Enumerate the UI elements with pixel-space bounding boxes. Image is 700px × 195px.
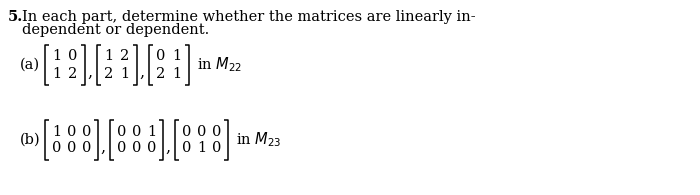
Text: 1: 1 bbox=[172, 66, 181, 81]
Text: 0: 0 bbox=[66, 124, 76, 138]
Text: in $\mathit{M}_{23}$: in $\mathit{M}_{23}$ bbox=[236, 131, 281, 149]
Text: 0: 0 bbox=[156, 50, 166, 64]
Text: 2: 2 bbox=[120, 50, 130, 64]
Text: 0: 0 bbox=[212, 124, 221, 138]
Text: 1: 1 bbox=[104, 50, 113, 64]
Text: 2: 2 bbox=[156, 66, 166, 81]
Text: ,: , bbox=[139, 64, 144, 81]
Text: 1: 1 bbox=[52, 66, 62, 81]
Text: 0: 0 bbox=[66, 142, 76, 155]
Text: 1: 1 bbox=[172, 50, 181, 64]
Text: 2: 2 bbox=[69, 66, 78, 81]
Text: ,: , bbox=[100, 138, 105, 155]
Text: 1: 1 bbox=[120, 66, 130, 81]
Text: 0: 0 bbox=[82, 124, 91, 138]
Text: ,: , bbox=[87, 64, 92, 81]
Text: 0: 0 bbox=[147, 142, 156, 155]
Text: 5.: 5. bbox=[8, 10, 23, 24]
Text: ,: , bbox=[165, 138, 170, 155]
Text: 0: 0 bbox=[117, 142, 126, 155]
Text: 1: 1 bbox=[52, 50, 62, 64]
Text: dependent or dependent.: dependent or dependent. bbox=[22, 23, 209, 37]
Text: 0: 0 bbox=[132, 142, 141, 155]
Text: 1: 1 bbox=[147, 124, 156, 138]
Text: in $\mathit{M}_{22}$: in $\mathit{M}_{22}$ bbox=[197, 56, 242, 74]
Text: 0: 0 bbox=[212, 142, 221, 155]
Text: In each part, determine whether the matrices are linearly in-: In each part, determine whether the matr… bbox=[22, 10, 475, 24]
Text: 2: 2 bbox=[104, 66, 113, 81]
Text: 0: 0 bbox=[117, 124, 126, 138]
Text: 0: 0 bbox=[69, 50, 78, 64]
Text: 0: 0 bbox=[182, 124, 191, 138]
Text: 0: 0 bbox=[52, 142, 61, 155]
Text: 0: 0 bbox=[132, 124, 141, 138]
Text: (b): (b) bbox=[20, 133, 41, 147]
Text: (a): (a) bbox=[20, 58, 40, 72]
Text: 1: 1 bbox=[197, 142, 206, 155]
Text: 0: 0 bbox=[82, 142, 91, 155]
Text: 0: 0 bbox=[182, 142, 191, 155]
Text: 1: 1 bbox=[52, 124, 61, 138]
Text: 0: 0 bbox=[197, 124, 206, 138]
